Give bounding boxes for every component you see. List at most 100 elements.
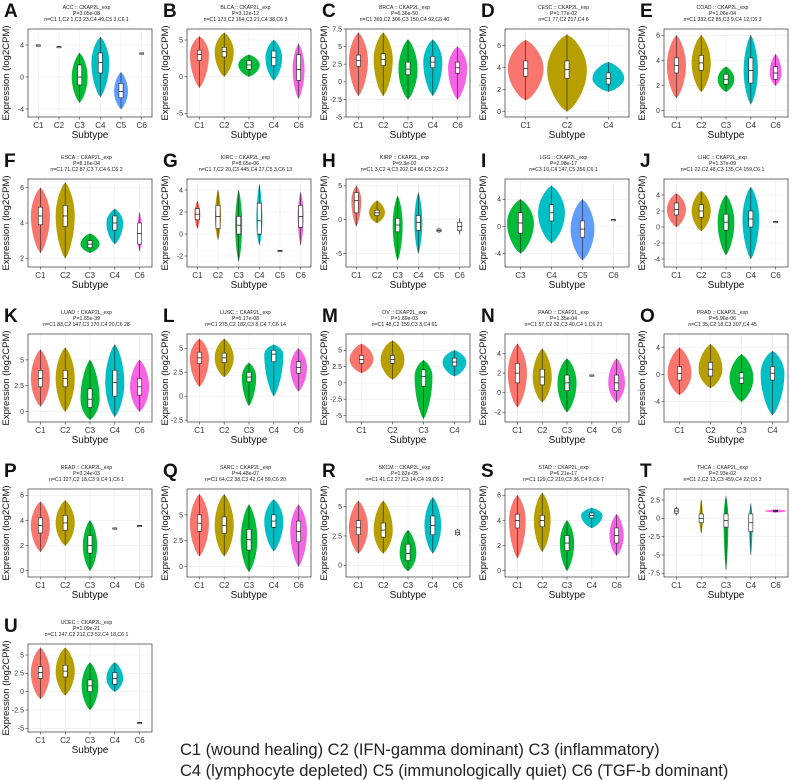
panel-letter: R (322, 461, 336, 482)
panel-title: BRCA :: CKAP2L_exp (379, 5, 430, 11)
y-tick-label: 2.5 (173, 538, 183, 545)
x-axis-title: Subtype (708, 130, 745, 141)
y-tick-label: 2.5 (332, 62, 342, 69)
x-tick-label: C3 (403, 581, 414, 590)
panel-title: SARC :: CKAP2L_exp (220, 465, 271, 471)
panel-pvalue: P=1.82e-05 (391, 471, 418, 477)
y-tick-label: 0 (338, 217, 342, 224)
box-C2 (539, 515, 545, 528)
x-tick-label: C4 (746, 271, 757, 280)
x-tick-label: C6 (770, 581, 781, 590)
y-tick-label: 4 (656, 192, 660, 199)
panel-pvalue: P=3.24e-03 (73, 471, 100, 477)
panel-ncounts: n=C1 22,C2 48,C3 135,C4 159,C6 1 (681, 167, 765, 173)
x-tick-label: C1 (521, 121, 532, 130)
panel-letter: E (640, 1, 653, 22)
panel-title: LIHC :: CKAP2L_exp (698, 155, 747, 161)
y-tick-label: 0 (338, 79, 342, 86)
x-axis-title: Subtype (72, 745, 109, 756)
panel-pvalue: P=1.77e-02 (550, 11, 577, 17)
x-tick-label: C1 (35, 736, 46, 745)
panel-pvalue: P=1.35e-04 (550, 316, 577, 322)
x-tick-label: C4 (413, 271, 424, 280)
x-tick-label: C2 (219, 121, 230, 130)
panel-ncounts: n=C1 275,C2 182,C3 8,C4 7,C6 14 (205, 322, 286, 328)
y-tick-label: 0 (497, 109, 501, 116)
x-axis-title: Subtype (549, 590, 586, 601)
panel-pvalue: P=6.21e-17 (550, 471, 577, 477)
panel-pvalue: P=6.96e-06 (709, 316, 736, 322)
x-tick-label: C3 (393, 271, 404, 280)
x-tick-label: C4 (254, 271, 265, 280)
x-tick-label: C2 (562, 121, 573, 130)
x-tick-label: C4 (428, 121, 439, 130)
box-C4 (271, 349, 277, 363)
x-tick-label: C4 (587, 581, 598, 590)
x-tick-label: C2 (378, 121, 389, 130)
panel-ncounts: n=C1 64,C2 38,C3 42,C4 59,C6 20 (205, 477, 286, 483)
x-axis-title: Subtype (390, 280, 427, 291)
x-tick-label: C1 (35, 426, 46, 435)
x-tick-label: C6 (293, 581, 304, 590)
y-axis-title: Expression (log2CPM) (160, 330, 171, 425)
y-tick-label: -2.5 (330, 97, 342, 104)
panel-ncounts: n=C1 127,C2 18,C3 9,C4 1,C6 1 (49, 477, 124, 483)
x-tick-label: C2 (537, 426, 548, 435)
box-C4 (271, 50, 277, 66)
y-tick-label: 6 (497, 493, 501, 500)
panel-title: LGG :: CKAP2L_exp (540, 155, 588, 161)
x-tick-label: C4 (546, 271, 557, 280)
x-tick-label: C1 (192, 271, 203, 280)
panel-pvalue: P=8.16e-04 (73, 161, 100, 167)
y-tick-label: 0 (338, 380, 342, 387)
panel-title: SKCM :: CKAP2L_exp (379, 465, 431, 471)
y-tick-label: -2.5 (330, 397, 342, 404)
y-tick-label: 5 (179, 346, 183, 353)
x-tick-label: C4 (269, 581, 280, 590)
y-axis-title: Expression (log2CPM) (1, 175, 12, 270)
panel-letter: F (4, 151, 16, 172)
panel-ncounts: n=C1 48,C2 159,C3 3,C4 61 (372, 322, 438, 328)
panel-letter: H (322, 151, 336, 172)
panel-ncounts: n=C1 41,C2 27,C3 14,C4 19,C6 2 (365, 477, 443, 483)
x-tick-label: C2 (696, 581, 707, 590)
x-tick-label: C4 (269, 426, 280, 435)
panel-letter: D (481, 1, 495, 22)
panel-pvalue: P=8.65e-06 (232, 161, 259, 167)
x-tick-label: C1 (353, 121, 364, 130)
x-tick-label: C6 (611, 581, 622, 590)
panel-pvalue: P=2.98e-17 (550, 161, 577, 167)
x-tick-label: C3 (721, 581, 732, 590)
x-tick-label: C1 (671, 271, 682, 280)
x-tick-label: C2 (60, 581, 71, 590)
panel-letter: Q (163, 461, 178, 482)
panel-letter: O (640, 306, 655, 327)
x-tick-label: C4 (428, 581, 439, 590)
x-tick-label: C3 (75, 121, 86, 130)
panel-pvalue: P=3.12e-12 (232, 11, 259, 17)
x-tick-label: C6 (137, 121, 148, 130)
x-tick-label: C3 (562, 581, 573, 590)
panel-title: COAD :: CKAP2L_exp (697, 5, 749, 11)
x-tick-label: C2 (60, 271, 71, 280)
box-C4 (415, 215, 421, 231)
y-tick-label: -2.5 (171, 417, 183, 424)
panel-letter: B (163, 1, 177, 22)
box-C2 (215, 205, 221, 229)
legend-line-2: C4 (lymphocyte depleted) C5 (immunologic… (180, 762, 728, 780)
y-tick-label: 4 (497, 518, 501, 525)
y-tick-label: -2.5 (648, 534, 660, 541)
x-tick-label: C2 (378, 581, 389, 590)
y-tick-label: 0 (20, 74, 24, 81)
panel-title: BLCA :: CKAP2L_exp (220, 5, 270, 11)
y-tick-label: 6 (497, 43, 501, 50)
x-tick-label: C1 (194, 426, 205, 435)
box-C3 (405, 61, 411, 76)
